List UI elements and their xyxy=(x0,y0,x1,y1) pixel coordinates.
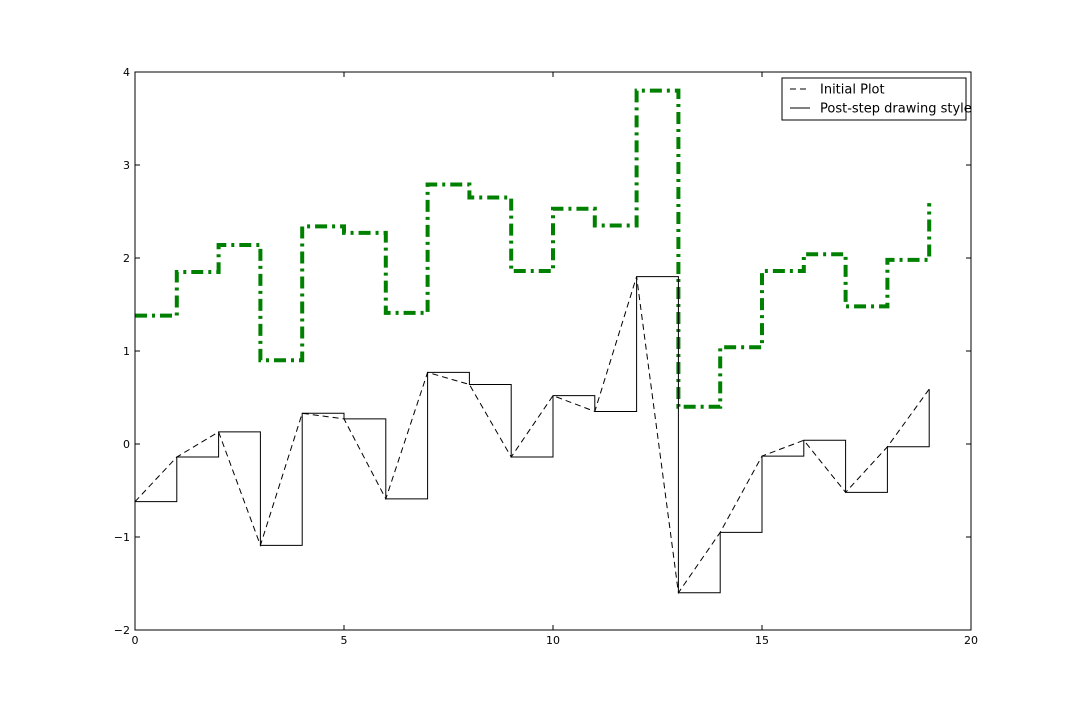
x-tick-label: 0 xyxy=(132,634,139,647)
x-tick-label: 20 xyxy=(964,634,978,647)
x-tick-label: 10 xyxy=(546,634,560,647)
y-tick-label: 2 xyxy=(123,252,130,265)
plot-area xyxy=(134,88,932,595)
tick-layer: 0 5 10 15 20 −2 −1 0 1 2 3 4 xyxy=(114,66,978,647)
y-tick-label: 3 xyxy=(123,159,130,172)
series-line-1 xyxy=(135,276,930,594)
series-line-0 xyxy=(134,276,930,595)
legend-label-initial-plot: Initial Plot xyxy=(820,83,885,98)
legend-box xyxy=(781,77,967,121)
y-tick-label: 0 xyxy=(123,438,130,451)
y-tick-label: 4 xyxy=(123,66,130,79)
legend-label-post-step: Post-step drawing style xyxy=(820,102,972,117)
x-tick-label: 5 xyxy=(341,634,348,647)
y-tick-label: −2 xyxy=(114,624,130,637)
series-line-2 xyxy=(135,88,932,409)
y-tick-label: 1 xyxy=(123,345,130,358)
y-tick-label: −1 xyxy=(114,531,130,544)
x-tick-label: 15 xyxy=(755,634,769,647)
legend: Initial Plot Post-step drawing style xyxy=(781,77,972,121)
